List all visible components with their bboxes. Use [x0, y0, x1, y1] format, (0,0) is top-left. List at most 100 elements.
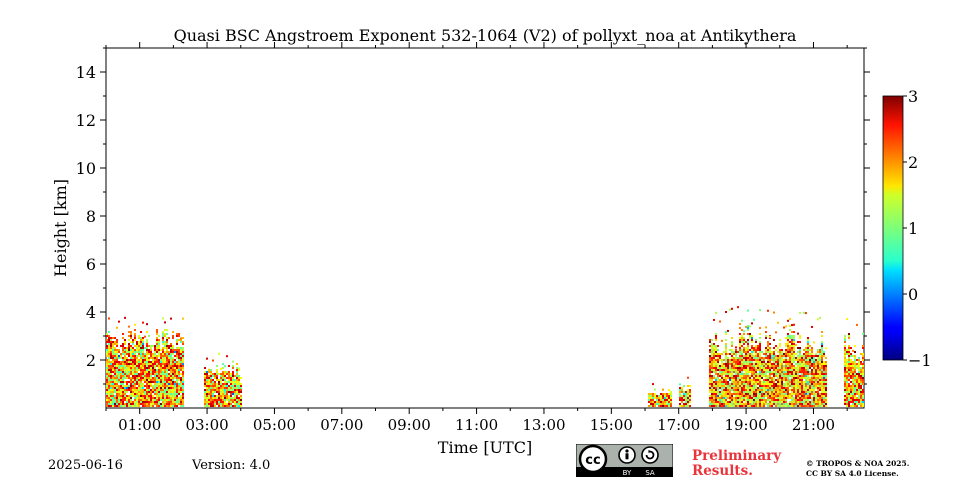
- heatmap-cell: [106, 367, 108, 369]
- heatmap-cell: [811, 389, 813, 391]
- heatmap-cell: [150, 357, 152, 359]
- heatmap-cell: [858, 393, 860, 395]
- heatmap-cell: [226, 393, 228, 395]
- heatmap-cell: [739, 323, 741, 325]
- heatmap-cell: [805, 347, 807, 349]
- heatmap-cell: [781, 351, 783, 353]
- heatmap-cell: [238, 399, 240, 401]
- heatmap-cell: [789, 347, 791, 349]
- heatmap-cell: [846, 387, 848, 389]
- heatmap-cell: [668, 397, 670, 399]
- heatmap-cell: [222, 389, 224, 391]
- heatmap-cell: [777, 367, 779, 369]
- heatmap-cell: [166, 363, 168, 365]
- heatmap-cell: [779, 359, 781, 361]
- heatmap-cell: [224, 403, 226, 405]
- heatmap-cell: [787, 381, 789, 383]
- heatmap-cell: [158, 391, 160, 393]
- heatmap-cell: [781, 405, 783, 407]
- heatmap-cell: [238, 369, 240, 371]
- heatmap-cell: [717, 393, 719, 395]
- heatmap-cell: [727, 381, 729, 383]
- heatmap-cell: [140, 345, 142, 347]
- heatmap-cell: [745, 359, 747, 361]
- heatmap-cell: [848, 385, 850, 387]
- heatmap-cell: [124, 339, 126, 341]
- heatmap-cell: [741, 403, 743, 405]
- heatmap-cell: [128, 401, 130, 403]
- heatmap-cell: [154, 379, 156, 381]
- heatmap-cell: [759, 337, 761, 339]
- heatmap-cell: [158, 367, 160, 369]
- heatmap-cell: [108, 379, 110, 381]
- heatmap-cell: [164, 399, 166, 401]
- heatmap-cell: [126, 359, 128, 361]
- heatmap-cell: [709, 369, 711, 371]
- heatmap-cell: [725, 373, 727, 375]
- heatmap-cell: [220, 405, 222, 407]
- heatmap-cell: [168, 361, 170, 363]
- heatmap-cell: [799, 375, 801, 377]
- heatmap-cell: [755, 381, 757, 383]
- heatmap-cell: [140, 361, 142, 363]
- heatmap-cell: [120, 367, 122, 369]
- heatmap-cell: [848, 377, 850, 379]
- heatmap-cell: [168, 405, 170, 407]
- heatmap-cell: [781, 399, 783, 401]
- heatmap-cell: [717, 355, 719, 357]
- heatmap-cell: [862, 375, 864, 377]
- heatmap-cell: [811, 353, 813, 355]
- heatmap-cell: [214, 389, 216, 391]
- heatmap-cell: [775, 401, 777, 403]
- heatmap-cell: [234, 383, 236, 385]
- heatmap-cell: [224, 393, 226, 395]
- heatmap-cell: [648, 405, 650, 407]
- heatmap-cell: [178, 361, 180, 363]
- heatmap-cell: [120, 365, 122, 367]
- heatmap-cell: [759, 353, 761, 355]
- heatmap-cell: [817, 373, 819, 375]
- heatmap-cell: [122, 359, 124, 361]
- heatmap-cell: [144, 335, 146, 338]
- heatmap-cell: [648, 393, 650, 395]
- heatmap-cell: [721, 363, 723, 365]
- heatmap-cell: [759, 389, 761, 391]
- heatmap-cell: [164, 377, 166, 379]
- heatmap-cell: [767, 385, 769, 387]
- heatmap-cell: [785, 325, 787, 328]
- heatmap-cell: [777, 377, 779, 379]
- heatmap-cell: [739, 405, 741, 407]
- heatmap-cell: [751, 397, 753, 399]
- heatmap-cell: [174, 401, 176, 403]
- heatmap-cell: [795, 367, 797, 369]
- heatmap-cell: [120, 403, 122, 405]
- heatmap-cell: [162, 335, 164, 337]
- heatmap-cell: [670, 395, 672, 397]
- heatmap-cell: [763, 405, 765, 407]
- heatmap-cell: [725, 359, 727, 361]
- heatmap-cell: [112, 381, 114, 383]
- heatmap-cell: [821, 379, 823, 381]
- heatmap-cell: [236, 375, 238, 377]
- heatmap-cell: [723, 377, 725, 379]
- heatmap-cell: [136, 341, 138, 343]
- heatmap-cell: [136, 371, 138, 373]
- heatmap-cell: [731, 379, 733, 381]
- heatmap-cell: [741, 357, 743, 359]
- heatmap-cell: [854, 359, 856, 361]
- heatmap-cell: [715, 395, 717, 397]
- heatmap-cell: [737, 389, 739, 391]
- heatmap-cell: [735, 351, 737, 353]
- heatmap-cell: [204, 385, 206, 387]
- heatmap-cell: [747, 357, 749, 359]
- heatmap-cell: [220, 387, 222, 389]
- heatmap-cell: [775, 359, 777, 361]
- heatmap-cell: [178, 353, 180, 355]
- heatmap-cell: [753, 397, 755, 399]
- heatmap-cell: [650, 395, 652, 397]
- heatmap-cell: [773, 385, 775, 387]
- heatmap-cell: [795, 385, 797, 387]
- heatmap-cell: [765, 387, 767, 389]
- heatmap-cell: [220, 389, 222, 391]
- heatmap-cell: [112, 389, 114, 391]
